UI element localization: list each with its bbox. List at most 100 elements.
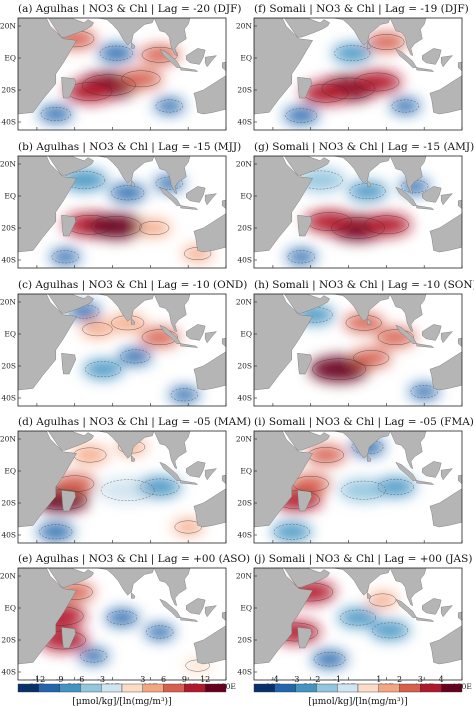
colorbar-tick-label: -3 — [292, 675, 300, 684]
colorbar-tick-label: 12 — [200, 675, 210, 684]
map-frame — [253, 17, 463, 131]
panel-title: (a) Agulhas | NO3 & Chl | Lag = -20 (DJF… — [18, 3, 241, 16]
contour-line — [391, 99, 419, 113]
lat-tick-label: 20S — [1, 224, 16, 233]
anomaly-blob — [306, 445, 346, 465]
contour-line — [138, 221, 170, 235]
lat-tick-label: 20S — [1, 86, 16, 95]
contour-line — [51, 250, 79, 264]
colorbar-swatch — [316, 683, 338, 693]
map-panel: (e) Agulhas | NO3 & Chl | Lag = +00 (ASO… — [0, 553, 250, 681]
land-mask — [254, 18, 462, 115]
map-area: 20N EQ 20S 40S — [0, 17, 227, 131]
map-area: 20N EQ 20S 40S — [236, 293, 463, 407]
contour-line — [313, 652, 346, 667]
colorbar-swatch — [204, 683, 227, 693]
anomaly-blob — [78, 648, 109, 664]
lat-tick-label: 40S — [237, 256, 252, 265]
contour-line — [141, 46, 178, 63]
contour-line — [85, 361, 122, 378]
colorbar-swatch — [357, 683, 379, 693]
map-frame — [253, 155, 463, 269]
panel-title: (j) Somali | NO3 & Chl | Lag = +00 (JAS) — [254, 553, 472, 566]
colorbar-swatch — [38, 683, 60, 693]
anomaly-blob — [390, 98, 421, 114]
lat-tick-label: 20N — [0, 298, 16, 307]
lat-tick-label: EQ — [240, 467, 252, 476]
contour-line — [377, 329, 414, 346]
land-mask — [254, 294, 462, 391]
lat-tick-label: 20S — [237, 86, 252, 95]
anomaly-blob — [352, 70, 402, 94]
contour-line — [99, 45, 133, 61]
lat-tick-label: 20N — [236, 435, 253, 444]
contour-line — [170, 388, 199, 402]
colorbar-tick-label: 1 — [376, 675, 381, 684]
lat-tick-label: 20N — [0, 160, 16, 169]
colorbar-swatch — [59, 683, 81, 693]
lat-tick-label: 20N — [0, 22, 16, 31]
colorbar-swatch — [142, 683, 164, 693]
lat-tick-label: 20N — [236, 572, 253, 581]
colorbar-swatch — [163, 683, 185, 693]
lat-tick-label: 20N — [236, 298, 253, 307]
land-mask — [254, 568, 462, 665]
colorbar-tick-label: 3 — [418, 675, 423, 684]
colorbar-unit-label: [μmol/kg]/[ln(mg/m³)] — [308, 696, 407, 707]
colorbar-swatch — [253, 683, 275, 693]
contour-line — [79, 649, 108, 663]
colorbar-swatch — [420, 683, 442, 693]
colorbar-tick-label: 9 — [182, 675, 187, 684]
map-area: 20N EQ 20S 40S — [0, 567, 227, 681]
map-frame — [17, 17, 227, 131]
contour-line — [40, 107, 71, 121]
map-frame — [253, 567, 463, 681]
lat-tick-label: EQ — [4, 54, 16, 63]
map-frame — [253, 430, 463, 544]
contour-line — [353, 350, 390, 366]
anomaly-blob — [367, 592, 398, 608]
map-panel: (i) Somali | NO3 & Chl | Lag = -05 (FMA)… — [236, 416, 474, 544]
anomaly-blob — [338, 608, 378, 628]
colorbar-swatch — [295, 683, 317, 693]
colorbar-tick-label: 2 — [397, 675, 402, 684]
colorbar-swatch — [80, 683, 102, 693]
contour-line — [155, 99, 183, 113]
land-mask — [254, 156, 462, 253]
lat-tick-label: EQ — [4, 192, 16, 201]
anomaly-blob — [347, 181, 388, 201]
map-area: 20N EQ 20S 40S — [0, 293, 227, 407]
colorbar-unit-label: [μmol/kg]/[ln(mg/m³)] — [72, 696, 171, 707]
anomaly-blobs — [284, 32, 421, 125]
map-panel: (h) Somali | NO3 & Chl | Lag = -10 (SON)… — [236, 279, 474, 407]
anomaly-blob — [154, 98, 185, 114]
map-area: 20N EQ 20S 40S — [0, 155, 227, 269]
anomaly-blob — [409, 383, 440, 400]
lat-tick-label: EQ — [4, 467, 16, 476]
map-panel: (c) Agulhas | NO3 & Chl | Lag = -10 (OND… — [0, 279, 247, 407]
map-frame — [17, 567, 227, 681]
contour-line — [334, 45, 371, 62]
colorbar-tick-label: -1 — [333, 675, 341, 684]
lat-tick-label: 40S — [1, 394, 16, 403]
lat-tick-label: 20S — [237, 636, 252, 645]
anomaly-blob — [144, 624, 175, 640]
colorbar-tick-label: -9 — [56, 675, 64, 684]
anomaly-blob — [53, 473, 97, 494]
contour-line — [111, 185, 145, 201]
anomaly-blob — [105, 609, 139, 626]
contour-line — [331, 217, 385, 239]
contour-line — [354, 72, 400, 92]
land-mask — [254, 431, 462, 528]
anomaly-blob — [312, 650, 347, 668]
anomaly-blob — [304, 210, 355, 233]
colorbar-swatch — [336, 683, 359, 693]
colorbar-tick-label: 4 — [439, 675, 444, 684]
colorbar-swatch — [121, 683, 143, 693]
lat-tick-label: 20S — [237, 499, 252, 508]
anomaly-blob — [370, 620, 410, 640]
panel-title: (e) Agulhas | NO3 & Chl | Lag = +00 (ASO… — [18, 553, 250, 566]
lat-tick-label: 20N — [236, 22, 253, 31]
anomaly-blob — [119, 68, 163, 89]
